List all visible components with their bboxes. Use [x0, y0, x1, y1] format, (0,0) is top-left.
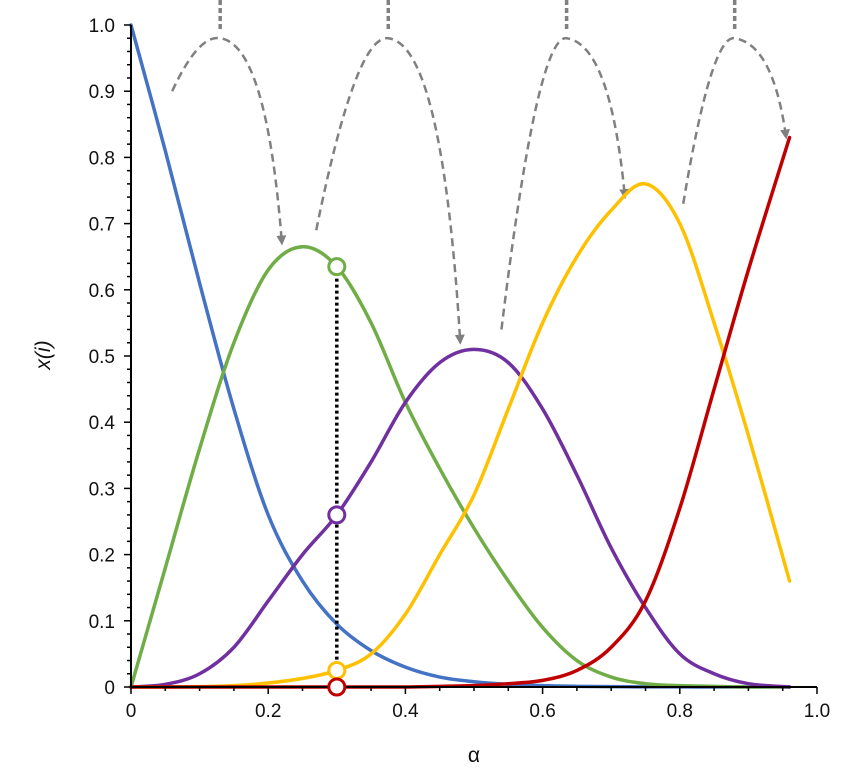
x-tick-label: 1.0	[804, 701, 830, 722]
arrow-1	[171, 36, 287, 246]
marker-2	[327, 505, 347, 525]
y-tick-label: 0.3	[89, 479, 115, 500]
y-tick-label: 0.2	[89, 546, 115, 567]
y-tick-label: 0.9	[89, 82, 115, 103]
y-tick-label: 0.1	[89, 612, 115, 633]
x-tick-label: 0.8	[667, 701, 693, 722]
x-tick-label: 0.4	[392, 701, 419, 722]
y-tick-label: 0.4	[89, 413, 116, 434]
arrow-3	[500, 36, 630, 330]
series-line-2	[129, 245, 792, 689]
axes-layer: 0 0.2 0.4 0.6 0.8 1.0 0 0.1 0.2 0.3 0.4 0.5 0.6 0.7 0.…	[89, 16, 831, 722]
y-axis-label: x(i)	[32, 340, 55, 370]
x-tick-label: 0.2	[255, 701, 281, 722]
y-tick-label: 0.5	[89, 347, 115, 368]
arrows-layer	[171, 0, 790, 345]
x-axis-label: α	[468, 744, 480, 767]
y-tick-label: 0	[104, 678, 115, 699]
annotations-layer	[327, 257, 347, 697]
y-tick-label: 0.8	[89, 148, 115, 169]
marker-3	[327, 660, 347, 680]
x-tick-label: 0	[126, 701, 137, 722]
y-tick-label: 0.6	[89, 281, 115, 302]
marker-1	[327, 257, 347, 277]
series-line-3	[129, 347, 792, 689]
series-line-4	[129, 182, 792, 689]
marker-4	[327, 677, 347, 697]
series-line-5	[129, 135, 792, 689]
series-layer	[129, 23, 792, 689]
y-tick-label: 0.7	[89, 215, 115, 236]
x-tick-label: 0.6	[529, 701, 555, 722]
arrow-4	[681, 36, 790, 204]
y-tick-label: 1.0	[89, 16, 115, 37]
